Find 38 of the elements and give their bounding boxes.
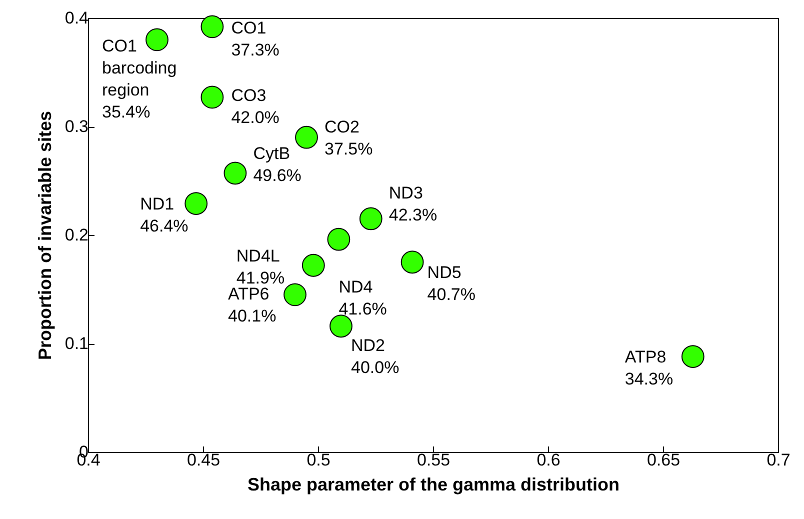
point [400,250,424,274]
x-axis-title: Shape parameter of the gamma distribution [247,474,620,494]
point [200,15,224,38]
point [224,162,247,185]
point [359,207,382,230]
point [327,228,350,251]
annotation: ND4L 41.9% [236,246,285,288]
annotation: CytB 49.6% [253,144,302,186]
x-tick-label: 0.45 [186,450,220,470]
y-tick-label: 0.1 [64,334,88,353]
annotation: CO1 barcoding region 35.4% [102,36,177,122]
point [295,126,318,149]
point [330,314,352,338]
point [184,192,208,215]
x-tick-label: 0.65 [646,450,680,470]
x-tick-label: 0.55 [416,450,450,470]
annotation: ND1 46.4% [140,194,188,236]
point [284,283,306,306]
annotation: ND5 40.7% [427,263,476,304]
annotation: CO1 37.3% [231,18,280,60]
annotation: ATP8 34.3% [624,348,674,389]
y-tick-label: 0.2 [64,226,88,244]
point [302,254,325,277]
annotation: ND4 41.6% [338,277,387,318]
annotation: ND2 40.0% [351,336,400,378]
point [146,28,168,52]
x-tick-label: 0.7 [766,450,790,470]
y-tick-label: 0.4 [64,8,88,28]
y-tick-label: 0.3 [64,117,88,136]
annotation: ATP6 40.1% [228,284,276,326]
annotation: CO2 37.5% [324,117,373,158]
x-tick-label: 0.6 [536,450,560,470]
y-axis-title: Proportion of invariable sites [34,110,55,360]
annotation: CO3 42.0% [231,86,280,128]
annotation: ND3 42.3% [388,184,438,225]
point [200,86,224,109]
x-tick-label: 0.5 [306,450,330,470]
point [681,345,704,368]
